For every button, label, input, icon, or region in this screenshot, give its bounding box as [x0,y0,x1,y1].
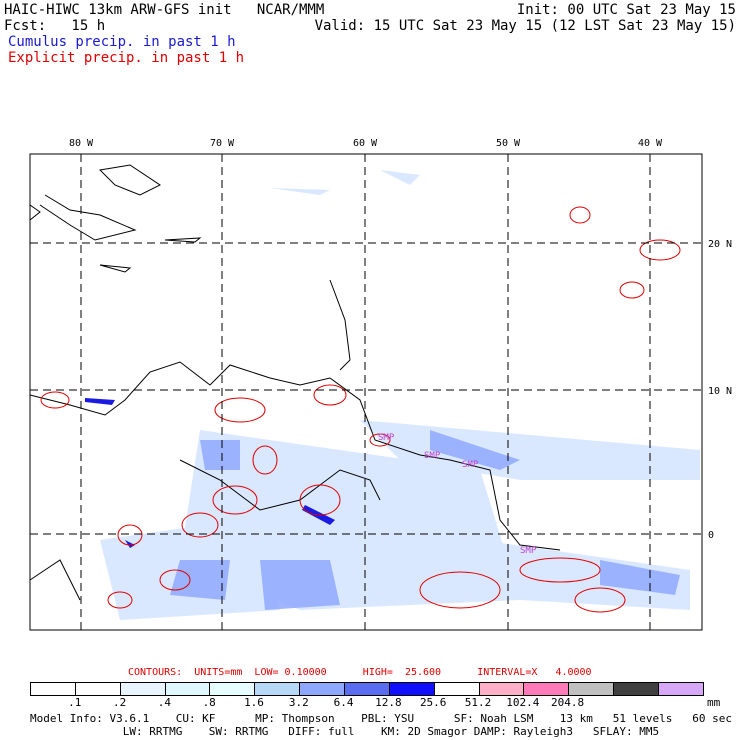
explicit-contours [40,206,681,613]
colorbar-tick-label: 3.2 [288,696,309,709]
colorbar-cell [31,683,76,695]
colorbar-cell [255,683,301,695]
forecast-hour: Fcst: 15 h [4,18,106,34]
smp-label: SMP [520,546,537,556]
colorbar-units: mm [707,696,721,709]
colorbar-cell [569,683,615,695]
lon-label: 50 W [496,138,521,149]
colorbar-cell [389,683,435,695]
colorbar-tick-label: 25.6 [419,696,447,709]
colorbar-cell [120,683,166,695]
colorbar-tick-label: 204.8 [551,696,585,709]
lon-label: 60 W [353,138,378,149]
explicit-legend: Explicit precip. in past 1 h [8,50,245,66]
cumulus-medium [170,430,680,610]
lat-label: 0 [708,530,714,541]
colorbar-tick-label: .1 [68,696,82,709]
colorbar-cell [300,683,346,695]
model-title: HAIC-HIWC 13km ARW-GFS init NCAR/MMM [4,2,325,18]
colorbar [30,682,704,696]
colorbar-tick-label: .4 [157,696,172,709]
gridlines [30,154,702,630]
colorbar-cell [524,683,570,695]
model-info-line1: Model Info: V3.6.1 CU: KF MP: Thompson P… [30,712,732,725]
lon-label: 80 W [69,138,94,149]
smp-label: SMP [462,460,479,470]
colorbar-tick-label: 12.8 [375,696,402,709]
colorbar-cell [479,683,525,695]
map-frame [29,153,703,631]
colorbar-tick-label: .8 [202,696,216,709]
lon-label: 70 W [210,138,235,149]
lon-label: 40 W [638,138,663,149]
colorbar-cell [659,683,703,695]
lat-label: 10 N [708,386,732,397]
init-time: Init: 00 UTC Sat 23 May 15 [516,2,736,18]
colorbar-cell [75,683,121,695]
valid-time: Valid: 15 UTC Sat 23 May 15 (12 LST Sat … [314,18,736,34]
colorbar-tick-label: 6.4 [333,696,354,709]
colorbar-cell [210,683,256,695]
model-info-line2: LW: RRTMG SW: RRTMG DIFF: full KM: 2D Sm… [30,725,660,738]
colorbar-tick-label: 1.6 [244,696,264,709]
smp-label: SMP [378,433,395,443]
colorbar-tick-label: .2 [112,696,127,709]
smp-label: SMP [424,451,441,461]
contours-info: CONTOURS: UNITS=mm LOW= 0.10000 HIGH= 25… [128,667,592,678]
cumulus-light [100,170,700,620]
colorbar-cell [345,683,390,695]
colorbar-tick-label: 51.2 [464,696,492,709]
lat-label: 20 N [708,239,732,250]
colorbar-tick-label: 102.4 [506,696,540,709]
colorbar-cell [434,683,480,695]
cumulus-legend: Cumulus precip. in past 1 h [8,34,236,50]
colorbar-cell [614,683,660,695]
colorbar-cell [165,683,211,695]
